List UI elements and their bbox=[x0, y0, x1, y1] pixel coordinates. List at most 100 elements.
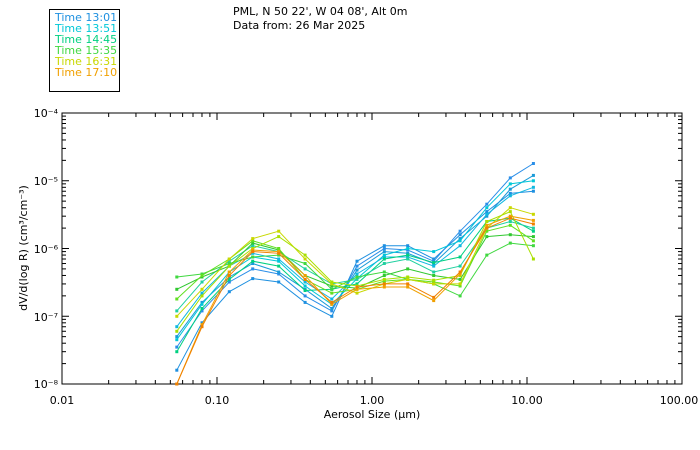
y-tick-label: 10⁻⁵ bbox=[34, 175, 58, 188]
y-tick-label: 10⁻⁴ bbox=[34, 107, 59, 120]
x-tick-label: 1.00 bbox=[360, 394, 385, 407]
data-point bbox=[175, 382, 179, 386]
data-point bbox=[406, 275, 410, 279]
data-point bbox=[458, 237, 462, 241]
data-point bbox=[485, 226, 489, 230]
data-point bbox=[330, 291, 334, 295]
data-point bbox=[382, 277, 386, 281]
data-point bbox=[277, 253, 281, 257]
data-point bbox=[508, 182, 512, 186]
data-point bbox=[251, 251, 255, 255]
data-point bbox=[175, 350, 179, 354]
data-point bbox=[175, 275, 179, 279]
data-point bbox=[485, 253, 489, 257]
x-tick-label: 100.00 bbox=[660, 394, 699, 407]
data-point bbox=[277, 235, 281, 239]
data-point bbox=[200, 307, 204, 310]
data-point bbox=[303, 280, 307, 284]
data-point bbox=[382, 282, 386, 286]
data-point bbox=[303, 267, 307, 271]
data-point bbox=[251, 267, 255, 271]
data-point bbox=[485, 202, 489, 206]
data-point bbox=[458, 282, 462, 286]
data-point bbox=[432, 299, 436, 303]
data-point bbox=[458, 270, 462, 274]
data-point bbox=[382, 270, 386, 274]
x-axis-title: Aerosol Size (μm) bbox=[324, 408, 421, 421]
series-line bbox=[176, 163, 534, 348]
data-point bbox=[531, 257, 535, 261]
data-point bbox=[531, 226, 535, 230]
data-point bbox=[485, 235, 489, 239]
data-point bbox=[458, 264, 462, 268]
data-point bbox=[432, 280, 436, 284]
data-point bbox=[508, 233, 512, 237]
data-point bbox=[508, 191, 512, 195]
data-point bbox=[508, 216, 512, 220]
data-point bbox=[277, 272, 281, 276]
series-time-13-01-b bbox=[175, 162, 535, 349]
data-point bbox=[303, 300, 307, 304]
data-point bbox=[175, 345, 179, 349]
data-point bbox=[432, 270, 436, 274]
data-point bbox=[175, 335, 179, 339]
data-point bbox=[277, 257, 281, 261]
data-point bbox=[200, 309, 204, 313]
data-point bbox=[382, 250, 386, 254]
data-point bbox=[382, 253, 386, 257]
data-point bbox=[508, 210, 512, 214]
data-point bbox=[355, 264, 359, 268]
data-point bbox=[458, 272, 462, 276]
data-point bbox=[227, 262, 231, 265]
data-point bbox=[330, 287, 334, 291]
data-point bbox=[330, 284, 334, 288]
data-point bbox=[531, 222, 535, 226]
data-point bbox=[303, 253, 307, 257]
data-point bbox=[406, 282, 410, 286]
data-point bbox=[330, 302, 334, 306]
data-point bbox=[303, 284, 307, 288]
series-time-13-51-b bbox=[175, 185, 535, 329]
data-point bbox=[303, 289, 307, 292]
legend-item: Time 17:10 bbox=[55, 66, 118, 79]
data-point bbox=[227, 257, 231, 261]
data-point bbox=[406, 251, 410, 255]
data-point bbox=[330, 300, 334, 304]
data-point bbox=[485, 212, 489, 216]
data-point bbox=[508, 176, 512, 180]
series-time-17-10-b bbox=[175, 216, 535, 386]
data-point bbox=[251, 244, 255, 248]
data-point bbox=[330, 307, 334, 310]
data-point bbox=[485, 223, 489, 227]
data-point bbox=[355, 287, 359, 291]
data-point bbox=[531, 229, 535, 233]
data-point bbox=[382, 244, 386, 248]
data-point bbox=[277, 247, 281, 250]
data-point bbox=[200, 291, 204, 295]
data-point bbox=[251, 250, 255, 254]
data-point bbox=[485, 206, 489, 210]
data-point bbox=[508, 194, 512, 198]
data-point bbox=[200, 323, 204, 327]
data-point bbox=[200, 321, 204, 325]
data-point bbox=[277, 229, 281, 233]
data-point bbox=[227, 270, 231, 274]
data-point bbox=[330, 309, 334, 313]
data-point bbox=[382, 255, 386, 259]
data-point bbox=[458, 294, 462, 298]
data-point bbox=[227, 290, 231, 294]
data-date: Data from: 26 Mar 2025 bbox=[233, 19, 366, 32]
data-point bbox=[200, 287, 204, 291]
location-title: PML, N 50 22', W 04 08', Alt 0m bbox=[233, 5, 408, 18]
data-point bbox=[330, 282, 334, 286]
data-point bbox=[227, 259, 231, 263]
data-point bbox=[200, 280, 204, 284]
data-point bbox=[303, 294, 307, 298]
series-time-13-01-c bbox=[175, 173, 535, 339]
data-point bbox=[200, 294, 204, 298]
data-point bbox=[432, 257, 436, 261]
data-point bbox=[458, 239, 462, 243]
data-point bbox=[432, 282, 436, 286]
series-layer bbox=[175, 162, 535, 386]
data-point bbox=[432, 264, 436, 268]
